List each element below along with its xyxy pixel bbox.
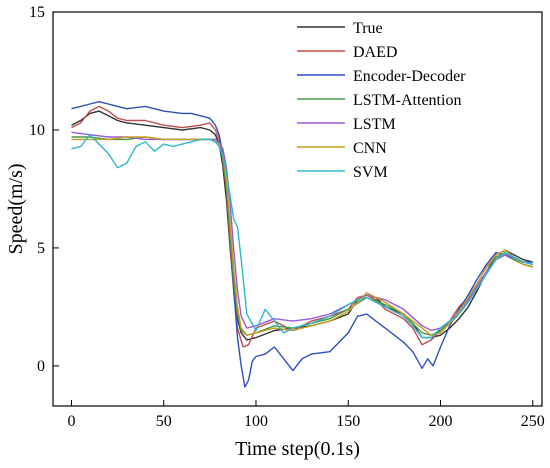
y-tick-label: 15: [29, 4, 45, 21]
legend-label-true: True: [353, 20, 383, 37]
x-tick-label: 150: [336, 413, 360, 430]
legend-label-svm: SVM: [353, 164, 388, 181]
legend-label-cnn: CNN: [353, 140, 387, 157]
x-tick-label: 0: [67, 413, 75, 430]
series-line-cnn: [71, 136, 533, 336]
x-tick-label: 200: [429, 413, 453, 430]
y-tick-label: 5: [37, 240, 45, 257]
axes: 0 50 100 150 200 250 0 5 10 15: [29, 4, 545, 430]
x-tick-label: 100: [244, 413, 268, 430]
plot-lines: [71, 100, 533, 388]
series-line-svm: [71, 133, 533, 339]
legend-label-lstm: LSTM: [353, 116, 396, 133]
series-line-lstm: [71, 131, 533, 332]
legend-label-daed: DAED: [353, 44, 397, 61]
x-tick-label: 250: [521, 413, 545, 430]
plot-frame: [52, 11, 543, 407]
y-tick-label: 10: [29, 122, 45, 139]
x-tick-label: 50: [156, 413, 172, 430]
y-axis-label: Speed(m/s): [5, 163, 27, 254]
legend-label-lstm-attention: LSTM-Attention: [353, 92, 461, 109]
legend-label-encoder-decoder: Encoder-Decoder: [353, 68, 466, 85]
x-axis-label: Time step(0.1s): [235, 438, 360, 460]
series-line-daed: [71, 105, 533, 348]
y-tick-label: 0: [37, 358, 45, 375]
legend: True DAED Encoder-Decoder LSTM-Attention LST…: [297, 20, 466, 181]
